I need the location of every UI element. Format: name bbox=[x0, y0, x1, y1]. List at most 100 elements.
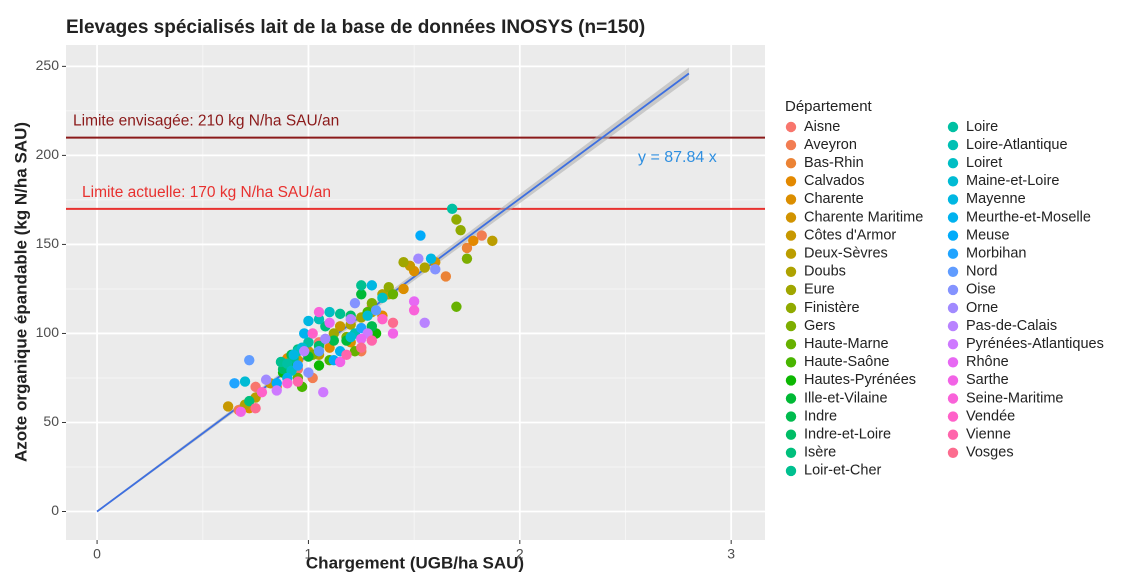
legend-key bbox=[785, 212, 797, 223]
legend-key bbox=[785, 465, 797, 477]
legend-label: Deux-Sèvres bbox=[804, 246, 888, 262]
point bbox=[387, 289, 399, 300]
legend-label: Morbihan bbox=[966, 246, 1026, 262]
x-tick-label: 1 bbox=[305, 546, 313, 562]
legend-label: Charente Maritime bbox=[804, 209, 923, 225]
point bbox=[413, 253, 424, 264]
legend-label: Vienne bbox=[966, 427, 1011, 443]
legend-key bbox=[785, 158, 797, 169]
point bbox=[345, 314, 356, 325]
legend-label: Isère bbox=[804, 445, 836, 461]
point bbox=[313, 314, 325, 325]
legend-key bbox=[785, 194, 797, 205]
legend-label: Haute-Marne bbox=[804, 336, 889, 352]
panel bbox=[66, 45, 765, 540]
legend-key bbox=[947, 320, 959, 332]
legend-key bbox=[947, 212, 959, 223]
legend-label: Maine-et-Loire bbox=[966, 173, 1060, 189]
legend-label: Gers bbox=[804, 318, 835, 334]
legend-key bbox=[785, 284, 797, 296]
legend-key bbox=[785, 139, 797, 151]
legend-key bbox=[785, 429, 797, 440]
legend-key bbox=[947, 375, 959, 386]
legend-key bbox=[785, 447, 797, 458]
point bbox=[461, 253, 473, 264]
legend-key bbox=[785, 320, 797, 332]
point bbox=[440, 271, 452, 282]
legend-label: Pas-de-Calais bbox=[966, 318, 1057, 334]
point bbox=[345, 331, 356, 343]
legend-key bbox=[785, 121, 797, 133]
y-tick-label: 100 bbox=[36, 324, 60, 340]
legend-key bbox=[947, 447, 959, 458]
legend-label: Eure bbox=[804, 282, 835, 298]
point bbox=[320, 333, 331, 344]
point bbox=[366, 335, 378, 346]
point bbox=[239, 376, 251, 387]
legend-label: Aisne bbox=[804, 119, 840, 135]
point bbox=[387, 328, 399, 339]
legend-label: Calvados bbox=[804, 173, 864, 189]
x-tick-label: 0 bbox=[93, 546, 101, 562]
legend-label: Indre-et-Loire bbox=[804, 427, 891, 443]
point bbox=[356, 289, 367, 300]
point bbox=[356, 280, 367, 291]
point bbox=[324, 306, 335, 318]
point bbox=[430, 264, 441, 275]
point bbox=[398, 283, 409, 295]
legend-title: Département bbox=[785, 98, 873, 115]
point bbox=[377, 314, 388, 325]
point bbox=[288, 349, 299, 361]
legend-label: Indre bbox=[804, 408, 837, 424]
chart-title: Elevages spécialisés lait de la base de … bbox=[66, 17, 645, 38]
legend-label: Bas-Rhin bbox=[804, 155, 864, 171]
legend-key bbox=[947, 429, 959, 440]
point bbox=[318, 387, 329, 398]
y-tick-label: 250 bbox=[36, 57, 60, 73]
point bbox=[408, 305, 420, 316]
point bbox=[451, 301, 462, 312]
legend-label: Ille-et-Vilaine bbox=[804, 390, 888, 406]
legend-label: Vendée bbox=[966, 408, 1015, 424]
legend-key bbox=[947, 266, 959, 277]
point bbox=[461, 242, 473, 254]
point bbox=[303, 367, 314, 378]
legend-key bbox=[785, 248, 797, 259]
point bbox=[328, 335, 340, 346]
point bbox=[356, 342, 367, 353]
point bbox=[222, 401, 234, 412]
point bbox=[307, 328, 318, 339]
legend-key bbox=[947, 176, 959, 187]
point bbox=[387, 317, 399, 328]
reference-label: Limite envisagée: 210 kg N/ha SAU/an bbox=[73, 113, 339, 130]
legend-key bbox=[785, 393, 797, 404]
y-axis-title: Azote organique épandable (kg N/ha SAU) bbox=[11, 122, 30, 462]
point bbox=[299, 346, 310, 357]
legend-key bbox=[947, 139, 959, 151]
legend-key bbox=[785, 266, 797, 277]
point bbox=[408, 296, 420, 307]
y-tick-label: 50 bbox=[43, 413, 59, 429]
legend-label: Vosges bbox=[966, 445, 1014, 461]
point bbox=[313, 346, 325, 357]
point bbox=[366, 280, 378, 291]
y-tick-label: 150 bbox=[36, 235, 60, 251]
point bbox=[235, 406, 247, 417]
reference-label: Limite actuelle: 170 kg N/ha SAU/an bbox=[82, 184, 331, 201]
legend-label: Nord bbox=[966, 264, 997, 280]
legend-key bbox=[947, 357, 959, 368]
legend-key bbox=[947, 411, 959, 422]
y-tick-label: 200 bbox=[36, 146, 60, 162]
point bbox=[415, 230, 426, 241]
legend-key bbox=[785, 411, 797, 422]
legend-label: Loir-et-Cher bbox=[804, 463, 882, 479]
legend-key bbox=[785, 230, 797, 241]
legend-key bbox=[785, 375, 797, 386]
legend-label: Finistère bbox=[804, 300, 860, 316]
point bbox=[244, 354, 255, 366]
legend-key bbox=[947, 230, 959, 241]
point bbox=[256, 387, 268, 398]
point bbox=[292, 360, 304, 371]
point bbox=[476, 230, 487, 241]
